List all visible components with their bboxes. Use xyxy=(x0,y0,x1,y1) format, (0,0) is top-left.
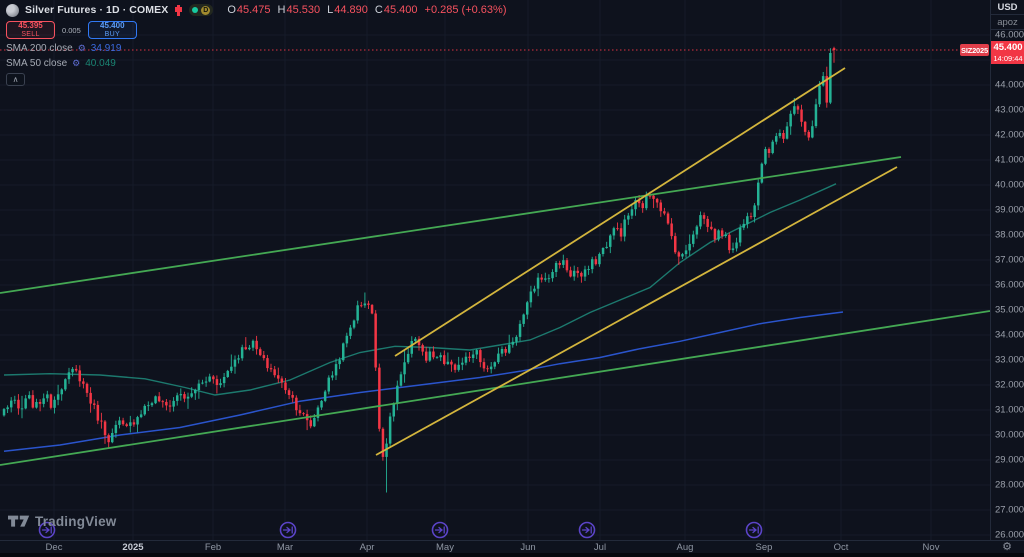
price-tick-label: 35.000 xyxy=(995,304,1024,316)
price-tick-label: 36.000 xyxy=(995,279,1024,291)
price-tick-label: 28.000 xyxy=(995,479,1024,491)
price-tick-label: 30.000 xyxy=(995,429,1024,441)
current-price-badge: 45.400 14:09:44 xyxy=(991,41,1024,64)
daily-interval-badge: D xyxy=(201,5,211,15)
candlestick-chart xyxy=(0,0,990,540)
symbol-row: Silver Futures · 1D · COMEX D O 45.475 H 45… xyxy=(6,3,506,17)
price-tick-label: 32.000 xyxy=(995,379,1024,391)
collapse-legend-button[interactable]: ∧ xyxy=(6,73,25,86)
red-flag-icon xyxy=(174,4,183,16)
sma200-settings-gear-icon[interactable]: ⚙ xyxy=(77,42,86,53)
ohlc-item: C 45.400 xyxy=(374,4,418,16)
sma50-line xyxy=(3,183,837,396)
unit-selector[interactable]: apoz xyxy=(991,15,1024,30)
upper-green-trendline xyxy=(0,156,902,294)
indicator-row-sma50: SMA 50 close ⚙ 40.049 xyxy=(6,57,116,69)
market-status-pill[interactable]: D xyxy=(189,4,214,16)
candles-layer xyxy=(2,46,836,493)
ohlc-item: L 44.890 xyxy=(327,4,368,16)
price-tick-label: 44.000 xyxy=(995,79,1024,91)
lower-green-trendline xyxy=(0,310,990,466)
ohlc-item: H 45.530 xyxy=(277,4,321,16)
indicator-row-sma200: SMA 200 close ⚙ 34.919 xyxy=(6,42,122,54)
trendlines-layer[interactable] xyxy=(0,67,990,466)
tradingview-logo-icon xyxy=(8,515,30,527)
market-open-dot-icon xyxy=(192,7,199,13)
sma50-value: 40.049 xyxy=(85,57,116,69)
spread-value: 0.005 xyxy=(62,25,81,35)
price-tick-label: 33.000 xyxy=(995,354,1024,366)
contract-price-label: SIZ2025 xyxy=(960,44,989,56)
lower-yellow-trendline xyxy=(375,166,898,456)
price-tick-label: 42.000 xyxy=(995,129,1024,141)
time-tick-label: Mar xyxy=(276,542,294,553)
grid-layer xyxy=(0,0,990,540)
trade-buttons-row: 45.395 SELL 0.005 45.400 BUY xyxy=(6,21,506,39)
contract-switch-marker[interactable] xyxy=(578,521,596,539)
time-tick-label: Aug xyxy=(676,542,694,553)
price-axis[interactable]: USD apoz 45.400 14:09:44 46.000 44.000 43.… xyxy=(990,0,1024,541)
symbol-logo-icon xyxy=(6,3,19,17)
contract-switch-marker[interactable] xyxy=(431,521,449,539)
price-tick-label: 41.000 xyxy=(995,154,1024,166)
price-tick-label: 31.000 xyxy=(995,404,1024,416)
time-tick-label: Dec xyxy=(45,542,63,553)
chart-settings-gear-icon[interactable]: ⚙ xyxy=(1002,540,1012,553)
contract-switch-marker[interactable] xyxy=(279,521,297,539)
price-tick-label: 39.000 xyxy=(995,204,1024,216)
watermark-text: TradingView xyxy=(35,514,117,529)
sma200-line xyxy=(3,311,844,452)
chart-legend: Silver Futures · 1D · COMEX D O 45.475 H 45… xyxy=(6,3,506,86)
bar-countdown: 14:09:44 xyxy=(993,53,1023,63)
tradingview-watermark: TradingView xyxy=(8,514,116,529)
price-tick-label: 38.000 xyxy=(995,229,1024,241)
price-tick-label: 29.000 xyxy=(995,454,1024,466)
buy-button[interactable]: 45.400 BUY xyxy=(87,21,137,39)
ohlc-values: O 45.475 H 45.530 L 44.890 C 45.400 +0.285 (+0.6… xyxy=(227,4,506,16)
upper-yellow-trendline xyxy=(394,67,846,357)
price-tick-label: 40.000 xyxy=(995,179,1024,191)
time-tick-label: Apr xyxy=(359,542,375,553)
time-tick-label: Jun xyxy=(520,542,536,553)
contract-switch-marker[interactable] xyxy=(38,521,56,539)
window-bottom-edge xyxy=(0,553,1024,557)
time-axis[interactable]: Dec 2025 Feb Mar Apr May Jun Jul Aug Sep Oct Nov xyxy=(0,540,990,553)
sma200-value: 34.919 xyxy=(90,42,122,54)
time-tick-label: Oct xyxy=(833,542,849,553)
axis-corner: ⚙ xyxy=(990,540,1024,553)
price-tick-label: 27.000 xyxy=(995,504,1024,516)
time-tick-label: May xyxy=(436,542,454,553)
time-tick-label: Feb xyxy=(204,542,222,553)
chart-pane[interactable]: Silver Futures · 1D · COMEX D O 45.475 H 45… xyxy=(0,0,990,540)
change-value: +0.285 (+0.63%) xyxy=(424,4,507,16)
price-tick-label: 46.000 xyxy=(995,29,1024,41)
symbol-title[interactable]: Silver Futures · 1D · COMEX xyxy=(25,4,169,16)
sma50-settings-gear-icon[interactable]: ⚙ xyxy=(72,57,81,68)
price-tick-label: 43.000 xyxy=(995,104,1024,116)
sma-lines-layer xyxy=(3,183,844,452)
ohlc-item: O 45.475 xyxy=(227,4,271,16)
time-tick-label: Nov xyxy=(922,542,940,553)
time-tick-label: Sep xyxy=(755,542,773,553)
time-tick-label: Jul xyxy=(593,542,607,553)
overlays-layer xyxy=(0,49,960,539)
price-tick-label: 37.000 xyxy=(995,254,1024,266)
price-tick-label: 34.000 xyxy=(995,329,1024,341)
time-tick-label: 2025 xyxy=(122,542,144,553)
sell-button[interactable]: 45.395 SELL xyxy=(6,21,55,39)
contract-switch-marker[interactable] xyxy=(745,521,763,539)
currency-selector[interactable]: USD xyxy=(991,0,1024,15)
price-tick-label: 26.000 xyxy=(995,529,1024,541)
